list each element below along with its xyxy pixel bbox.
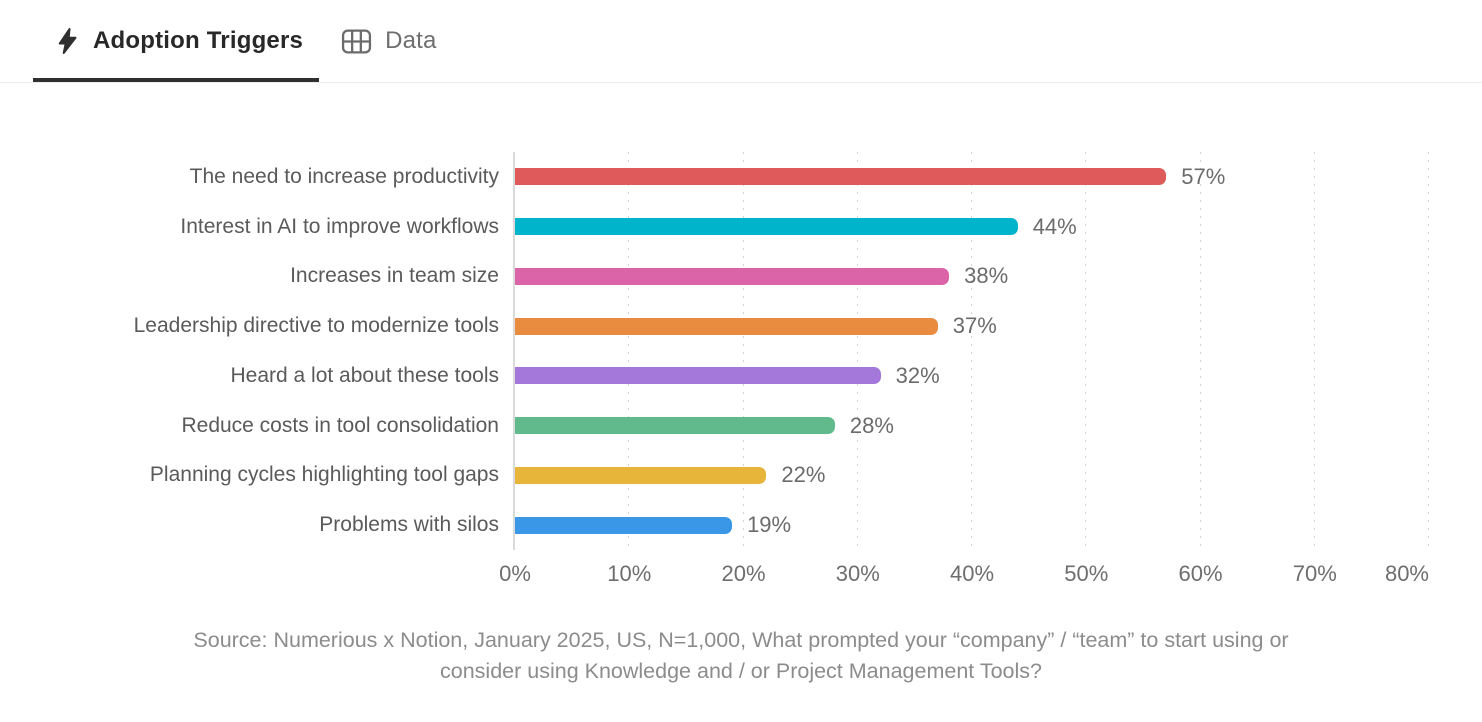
gridline: [1199, 152, 1201, 550]
value-label: 44%: [1032, 213, 1077, 239]
chart-grid: The need to increase productivity Interes…: [0, 152, 1482, 550]
value-label: 28%: [849, 412, 894, 438]
value-label: 38%: [964, 263, 1009, 289]
bar-row: 28%: [515, 401, 1429, 451]
gridline: [628, 152, 630, 550]
bar-row: 19%: [515, 500, 1429, 550]
bar: [515, 168, 1167, 186]
x-tick-label: 0%: [499, 561, 531, 586]
x-tick-label: 50%: [1064, 561, 1109, 586]
source-note: Source: Numerious x Notion, January 2025…: [0, 625, 1482, 687]
tab-bar: Adoption Triggers Data: [0, 0, 1482, 83]
value-label: 37%: [952, 313, 997, 339]
category-labels: The need to increase productivity Interes…: [0, 152, 513, 550]
value-label: 22%: [781, 462, 826, 488]
bar-row: 38%: [515, 252, 1429, 302]
tab-label: Data: [385, 27, 437, 54]
category-label: Problems with silos: [319, 513, 499, 537]
tab-adoption-triggers[interactable]: Adoption Triggers: [33, 0, 320, 82]
bar: [515, 267, 950, 285]
x-tick-label: 30%: [835, 561, 880, 586]
plot-area: 57% 44% 38% 37% 32% 28% 22% 19%: [513, 152, 1429, 550]
x-tick-label: 40%: [949, 561, 995, 586]
gridline: [1313, 152, 1315, 550]
bar: [515, 218, 1018, 236]
x-tick-label: 10%: [607, 561, 652, 586]
gridline: [856, 152, 858, 550]
gridline: [742, 152, 744, 550]
value-label: 57%: [1181, 163, 1226, 189]
category-label: Increases in team size: [290, 264, 499, 288]
source-line-1: Source: Numerious x Notion, January 2025…: [193, 628, 1289, 652]
category-label: Heard a lot about these tools: [230, 363, 499, 387]
gridline: [1085, 152, 1087, 550]
gridline: [1428, 152, 1429, 550]
bar-row: 22%: [515, 451, 1429, 501]
x-tick-label: 20%: [721, 561, 766, 586]
table-icon: [341, 27, 372, 56]
x-axis: 0% 10% 20% 30% 40% 50% 60% 70% 80%: [499, 559, 1429, 589]
category-label: The need to increase productivity: [189, 164, 499, 188]
x-tick-label: 70%: [1292, 561, 1337, 586]
bar: [515, 516, 733, 534]
bar-row: 44%: [515, 202, 1429, 252]
x-tick-label: 80%: [1384, 561, 1429, 586]
bar-row: 57%: [515, 152, 1429, 202]
value-label: 19%: [747, 512, 792, 538]
x-tick-label: 60%: [1178, 561, 1223, 586]
category-label: Interest in AI to improve workflows: [180, 214, 499, 238]
bar-chart: The need to increase productivity Interes…: [0, 152, 1482, 589]
bar-row: 32%: [515, 351, 1429, 401]
bar: [515, 466, 767, 484]
category-label: Reduce costs in tool consolidation: [181, 413, 499, 437]
source-line-2: consider using Knowledge and / or Projec…: [440, 659, 1042, 683]
bar: [515, 417, 835, 435]
category-label: Leadership directive to modernize tools: [133, 314, 499, 338]
gridline: [971, 152, 972, 550]
lightning-icon: [55, 27, 80, 55]
tab-data[interactable]: Data: [327, 0, 451, 82]
bar: [515, 317, 938, 335]
value-label: 32%: [895, 362, 940, 388]
tab-label: Adoption Triggers: [93, 27, 304, 54]
category-label: Planning cycles highlighting tool gaps: [149, 463, 499, 487]
bar-row: 37%: [515, 301, 1429, 351]
bar: [515, 367, 881, 385]
